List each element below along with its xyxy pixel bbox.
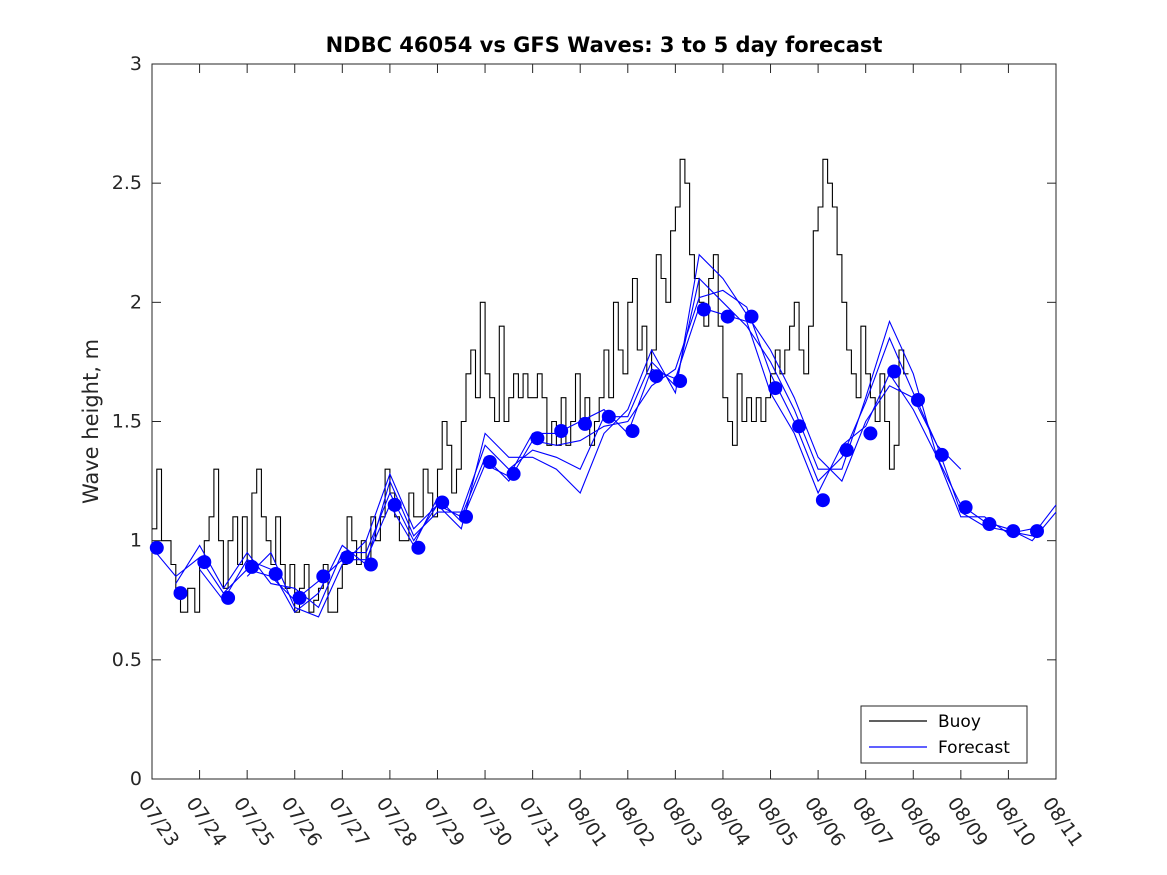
forecast-point — [958, 500, 973, 515]
forecast-point — [244, 559, 259, 574]
forecast-line-3 — [199, 277, 1033, 614]
y-axis-ticks: 0 0.5 1 1.5 2 2.5 3 — [112, 53, 1056, 790]
forecast-point — [268, 567, 283, 581]
forecast-point — [197, 555, 212, 570]
buoy-series — [152, 158, 909, 613]
forecast-point — [887, 364, 902, 379]
forecast-point — [625, 424, 640, 438]
y-tick-label: 1 — [130, 530, 142, 552]
forecast-line-4 — [246, 253, 962, 618]
forecast-point — [292, 590, 307, 605]
forecast-point — [530, 431, 545, 446]
forecast-point — [149, 540, 164, 555]
forecast-point — [839, 443, 854, 458]
forecast-markers — [149, 302, 1044, 605]
forecast-point — [363, 557, 378, 572]
forecast-point — [982, 517, 997, 531]
y-tick-label: 2 — [130, 291, 142, 313]
forecast-point — [696, 302, 711, 317]
forecast-point — [911, 393, 925, 407]
forecast-point — [387, 497, 402, 512]
chart-title: NDBC 46054 vs GFS Waves: 3 to 5 day fore… — [326, 33, 883, 57]
forecast-point — [744, 309, 759, 324]
forecast-point — [792, 419, 807, 434]
forecast-point — [459, 509, 473, 524]
forecast-point — [815, 493, 830, 508]
forecast-point — [173, 586, 188, 601]
forecast-point — [863, 426, 878, 441]
forecast-point — [482, 455, 497, 469]
forecast-line-2 — [175, 289, 1057, 609]
forecast-point — [578, 416, 592, 431]
forecast-point — [221, 590, 236, 605]
y-tick-label: 1.5 — [112, 411, 142, 433]
forecast-point — [649, 369, 664, 384]
buoy-line — [152, 158, 909, 613]
y-tick-label: 0.5 — [112, 649, 142, 671]
forecast-point — [316, 569, 331, 584]
legend: Buoy Forecast — [860, 705, 1028, 764]
forecast-point — [720, 309, 735, 324]
forecast-point — [554, 424, 569, 438]
plot-area: 00.511.522.53 07/2307/2407/2507/2607/270… — [112, 53, 1088, 851]
forecast-point — [768, 381, 783, 396]
forecast-point — [411, 540, 426, 555]
forecast-point — [673, 374, 688, 388]
legend-box — [860, 705, 1028, 764]
y-tick-label: 0 — [130, 768, 142, 790]
forecast-point — [601, 409, 616, 424]
y-axis-label: Wave height, m — [79, 339, 103, 504]
forecast-point — [435, 495, 450, 510]
forecast-point — [1030, 524, 1044, 539]
y-tick-label: 3 — [130, 53, 142, 75]
forecast-point — [934, 447, 949, 462]
forecast-point — [506, 466, 521, 481]
forecast-point — [1006, 524, 1021, 539]
legend-buoy-label: Buoy — [938, 712, 981, 732]
forecast-point — [340, 550, 355, 565]
y-tick-label: 2.5 — [112, 172, 142, 194]
legend-forecast-label: Forecast — [938, 738, 1010, 758]
